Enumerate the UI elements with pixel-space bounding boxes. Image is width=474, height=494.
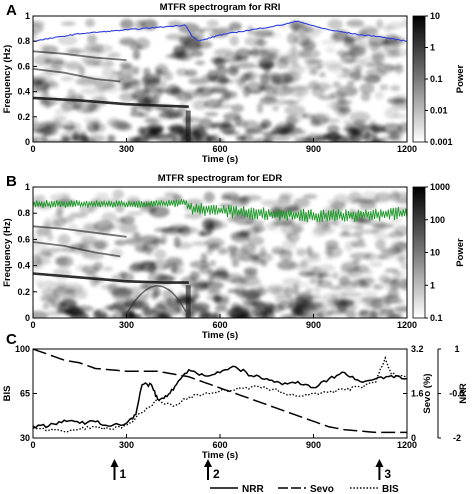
y-tick-label-B-0.8: 0.8	[17, 208, 30, 218]
y-tick-label-A-0.2: 0.2	[17, 112, 30, 122]
y-tick-label-A-1: 1	[25, 11, 30, 21]
nrr-tick-label--2: -2	[453, 433, 461, 443]
sevo-axis-label: Sevo (%)	[422, 373, 433, 413]
spectral-band-A-1	[33, 96, 189, 108]
y-axis-label-A: Frequency (Hz)	[2, 45, 13, 114]
y-tick-label-B-0.4: 0.4	[17, 261, 30, 271]
colorbar-tick-label-A-0.01: 0.01	[430, 106, 448, 116]
spectral-band-A-2	[33, 68, 121, 83]
colorbar-label-A: Power	[455, 64, 466, 93]
y-tick-label-B-0: 0	[25, 313, 30, 323]
x-tick-label-A-900: 900	[306, 144, 321, 154]
sevo-tick-label-0: 0	[411, 433, 416, 443]
colorbar-tick-label-A-0.001: 0.001	[430, 137, 453, 147]
chart-title-B: MTFR spectrogram for EDR	[158, 173, 283, 184]
x-tick-label-A-0: 0	[30, 144, 35, 154]
bis-tick-label-100: 100	[15, 344, 30, 354]
panel-label-B: B	[6, 173, 17, 190]
x-axis-label-A: Time (s)	[202, 154, 238, 165]
event-arrowhead-2	[204, 459, 212, 467]
colorbar-tick-label-B-1000: 1000	[430, 182, 450, 192]
sevo-tick-label-3.2: 3.2	[411, 344, 424, 354]
spectral-band-B-2	[33, 241, 121, 258]
legend-label-Sevo: Sevo	[310, 484, 334, 494]
overlay-track-A	[33, 20, 407, 42]
bis-axis-label: BIS	[2, 386, 13, 402]
plot-frame-C	[32, 348, 408, 439]
bis-tick-label-30: 30	[20, 433, 30, 443]
x-tick-label-B-900: 900	[306, 320, 321, 330]
x-tick-label-C-900: 900	[306, 440, 321, 450]
nrr-axis-label: NRR	[458, 383, 469, 404]
colorbar-tick-label-B-0.1: 0.1	[430, 313, 443, 323]
nrr-tick-label-1: 1	[454, 344, 459, 354]
colorbar-B	[412, 186, 426, 319]
colorbar-tick-label-A-0.1: 0.1	[430, 74, 443, 84]
event-arrowhead-1	[110, 459, 119, 467]
x-tick-label-C-1200: 1200	[397, 440, 417, 450]
series-line-Sevo	[32, 348, 407, 434]
spectral-band-A-3	[33, 50, 127, 61]
series-line-NRR	[32, 365, 408, 429]
event-label-1: 1	[120, 467, 127, 481]
series-line-BIS	[32, 355, 408, 433]
y-tick-label-B-0.2: 0.2	[17, 287, 30, 297]
colorbar-tick-label-B-1: 1	[430, 280, 435, 290]
sevo-tick-label-1.6: 1.6	[411, 389, 424, 399]
panel-label-A: A	[6, 2, 17, 19]
colorbar-tick-label-A-1: 1	[430, 43, 435, 53]
y-tick-label-B-0.6: 0.6	[17, 234, 30, 244]
x-axis-label-B: Time (s)	[202, 330, 238, 341]
x-tick-label-C-0: 0	[30, 440, 35, 450]
spectral-band-B-3	[33, 225, 127, 238]
overlay-track-B	[33, 198, 407, 223]
spectrogram-texture-A	[33, 18, 407, 142]
bis-tick-label-65: 65	[20, 389, 30, 399]
event-arrowhead-3	[375, 459, 384, 467]
x-tick-label-B-300: 300	[119, 320, 134, 330]
legend-label-BIS: BIS	[382, 484, 399, 494]
x-tick-label-A-600: 600	[212, 144, 227, 154]
x-tick-label-C-300: 300	[119, 440, 134, 450]
colorbar-label-B: Power	[455, 238, 466, 267]
x-tick-label-C-600: 600	[212, 440, 227, 450]
panel-label-C: C	[6, 331, 17, 348]
x-tick-label-B-600: 600	[212, 320, 227, 330]
event-label-2: 2	[213, 467, 220, 481]
x-tick-label-B-0: 0	[30, 320, 35, 330]
y-tick-label-A-0.6: 0.6	[17, 61, 30, 71]
x-axis-label-C: Time (s)	[202, 450, 238, 461]
x-tick-label-A-1200: 1200	[397, 144, 417, 154]
y-tick-label-B-1: 1	[25, 182, 30, 192]
colorbar-tick-label-B-100: 100	[430, 215, 445, 225]
y-tick-label-A-0.4: 0.4	[17, 87, 30, 97]
chart-title-A: MTFR spectrogram for RRI	[160, 2, 281, 13]
colorbar-tick-label-B-10: 10	[430, 248, 440, 258]
spectrogram-texture-B	[33, 189, 407, 318]
y-axis-label-B: Frequency (Hz)	[2, 218, 13, 287]
x-tick-label-A-300: 300	[119, 144, 134, 154]
y-tick-label-A-0.8: 0.8	[17, 36, 30, 46]
event-label-3: 3	[384, 467, 391, 481]
y-tick-label-A-0: 0	[25, 137, 30, 147]
colorbar-tick-label-A-10: 10	[430, 11, 440, 21]
spectral-band-B-1	[33, 272, 189, 284]
nrr-tick-label--0.5: -0.5	[449, 389, 465, 399]
colorbar-A	[412, 15, 426, 143]
legend-label-NRR: NRR	[242, 484, 264, 494]
x-tick-label-B-1200: 1200	[397, 320, 417, 330]
